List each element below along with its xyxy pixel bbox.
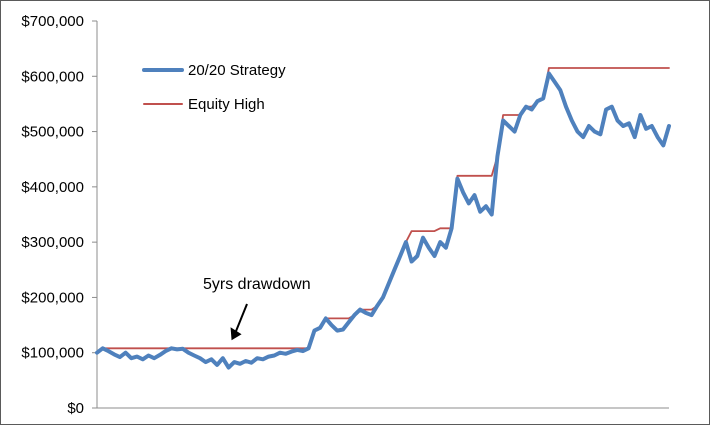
y-tick-label: $0 bbox=[67, 400, 84, 417]
series-line-equity-high bbox=[96, 67, 670, 354]
annotation-label: 5yrs drawdown bbox=[203, 276, 311, 293]
annotation-arrow bbox=[234, 303, 248, 333]
series-line-strategy bbox=[95, 71, 671, 370]
y-tick-label: $200,000 bbox=[21, 289, 84, 306]
annotations: 5yrs drawdown bbox=[203, 276, 311, 341]
y-tick-label: $700,000 bbox=[21, 13, 84, 30]
annotation-arrowhead bbox=[230, 327, 242, 341]
axes bbox=[92, 20, 669, 409]
legend-label: 20/20 Strategy bbox=[188, 62, 286, 79]
y-tick-label: $600,000 bbox=[21, 68, 84, 85]
y-tick-label: $500,000 bbox=[21, 124, 84, 141]
series-lines bbox=[95, 67, 671, 370]
legend: 20/20 Strategy Equity High bbox=[142, 62, 286, 113]
y-tick-label: $400,000 bbox=[21, 179, 84, 196]
y-tick-label: $100,000 bbox=[21, 345, 84, 362]
y-tick-labels: $700,000 $600,000 $500,000 $400,000 $300,000… bbox=[21, 13, 84, 417]
legend-label: Equity High bbox=[188, 96, 265, 113]
y-tick-label: $300,000 bbox=[21, 234, 84, 251]
